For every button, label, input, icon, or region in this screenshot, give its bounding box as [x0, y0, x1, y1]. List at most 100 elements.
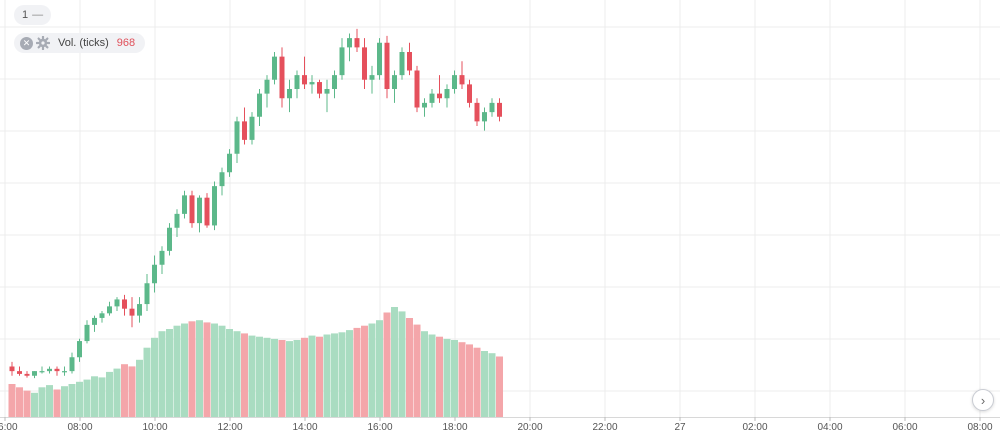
volume-bar — [316, 336, 323, 417]
volume-bar — [188, 321, 196, 417]
candle-body — [62, 371, 67, 373]
candle-body — [182, 195, 187, 214]
candle-body — [197, 197, 202, 224]
candle-body — [152, 264, 157, 284]
candle-body — [497, 102, 502, 117]
volume-bar — [383, 312, 391, 417]
volume-bar — [173, 325, 181, 417]
candle-body — [174, 213, 180, 228]
volume-bar — [338, 332, 346, 417]
candle-body — [489, 102, 495, 113]
volume-bar — [158, 331, 166, 417]
volume-bar — [466, 344, 473, 417]
volume-bar — [113, 368, 121, 417]
candle-body — [422, 102, 427, 108]
candle-body — [287, 89, 292, 99]
candle-body — [204, 197, 210, 226]
candle-body — [92, 317, 97, 325]
candle-body — [69, 357, 75, 372]
candle-body — [84, 324, 90, 342]
volume-bar — [128, 366, 136, 417]
volume-bar — [293, 340, 301, 417]
candle-body — [272, 56, 277, 80]
x-tick-label: 02:00 — [742, 422, 767, 433]
candle-body — [219, 172, 225, 187]
scroll-right-button[interactable]: › — [972, 389, 994, 411]
candle-body — [324, 89, 330, 94]
volume-bar — [391, 307, 398, 417]
close-icon[interactable]: ✕ — [20, 36, 33, 50]
candle-body — [159, 250, 165, 265]
time-axis: 06:00 08:00 10:00 12:00 14:00 16:00 18:00 20:00… — [0, 417, 1000, 433]
candle-body — [429, 93, 435, 103]
candle-body — [249, 116, 255, 140]
volume-bar — [263, 337, 271, 417]
x-tick-label: 22:00 — [592, 422, 617, 433]
volume-bar — [136, 359, 143, 417]
candle-body — [302, 75, 307, 85]
candle-body — [407, 52, 412, 71]
candle-body — [332, 75, 337, 89]
candle-body — [392, 75, 397, 89]
x-tick-label: 04:00 — [817, 422, 842, 433]
volume-bar — [121, 364, 128, 417]
volume-bar — [286, 341, 293, 417]
candle-body — [437, 93, 442, 99]
x-tick-label: 18:00 — [442, 422, 467, 433]
volume-bar — [361, 325, 368, 417]
candle-body — [24, 373, 30, 376]
candle-body — [414, 70, 420, 108]
volume-bar — [91, 376, 98, 417]
candle-body — [107, 306, 112, 314]
volume-bar — [481, 351, 488, 417]
volume-bar — [143, 347, 151, 417]
volume-bar — [53, 389, 61, 417]
candle-body — [189, 195, 195, 224]
volume-bar — [278, 340, 286, 417]
volume-bar — [331, 333, 338, 417]
volume-bar — [196, 320, 203, 417]
x-tick-label: 16:00 — [367, 422, 392, 433]
candle-body — [467, 84, 472, 103]
volume-bar — [211, 323, 218, 417]
candle-body — [279, 56, 285, 99]
indicator-label: Vol. (ticks) — [58, 37, 109, 49]
volume-bar — [428, 334, 436, 417]
volume-bar — [323, 334, 331, 417]
x-tick-label: 12:00 — [217, 422, 242, 433]
candle-body — [54, 368, 60, 372]
candle-body — [294, 75, 300, 89]
volume-bar — [8, 384, 16, 417]
volume-bar — [61, 386, 68, 417]
volume-bar — [353, 327, 361, 417]
x-tick-label: 06:00 — [0, 422, 18, 433]
candle-body — [377, 42, 382, 76]
x-tick-label: 27 — [674, 422, 686, 433]
volume-bar — [368, 323, 376, 417]
volume-bar — [241, 333, 248, 417]
candle-body — [362, 47, 367, 80]
volume-bar — [398, 311, 406, 417]
candle-body — [32, 371, 37, 376]
series-legend-pill[interactable]: 1 — — [14, 5, 52, 25]
candle-body — [122, 299, 127, 309]
candle-body — [114, 299, 120, 307]
candle-body — [474, 102, 480, 122]
volume-bar — [473, 347, 481, 417]
candle-body — [264, 79, 270, 94]
candle-body — [227, 153, 232, 173]
x-tick-label: 20:00 — [517, 422, 542, 433]
volume-bar — [458, 342, 466, 417]
x-tick-label: 10:00 — [142, 422, 167, 433]
volume-bar — [181, 323, 188, 417]
candle-body — [129, 308, 135, 316]
gear-icon[interactable] — [36, 36, 50, 50]
volume-bar — [443, 338, 451, 417]
volume-bar — [346, 330, 353, 417]
volume-bar — [106, 371, 113, 417]
candle-body — [144, 283, 150, 305]
candles — [9, 28, 502, 379]
candle-body — [167, 227, 172, 251]
